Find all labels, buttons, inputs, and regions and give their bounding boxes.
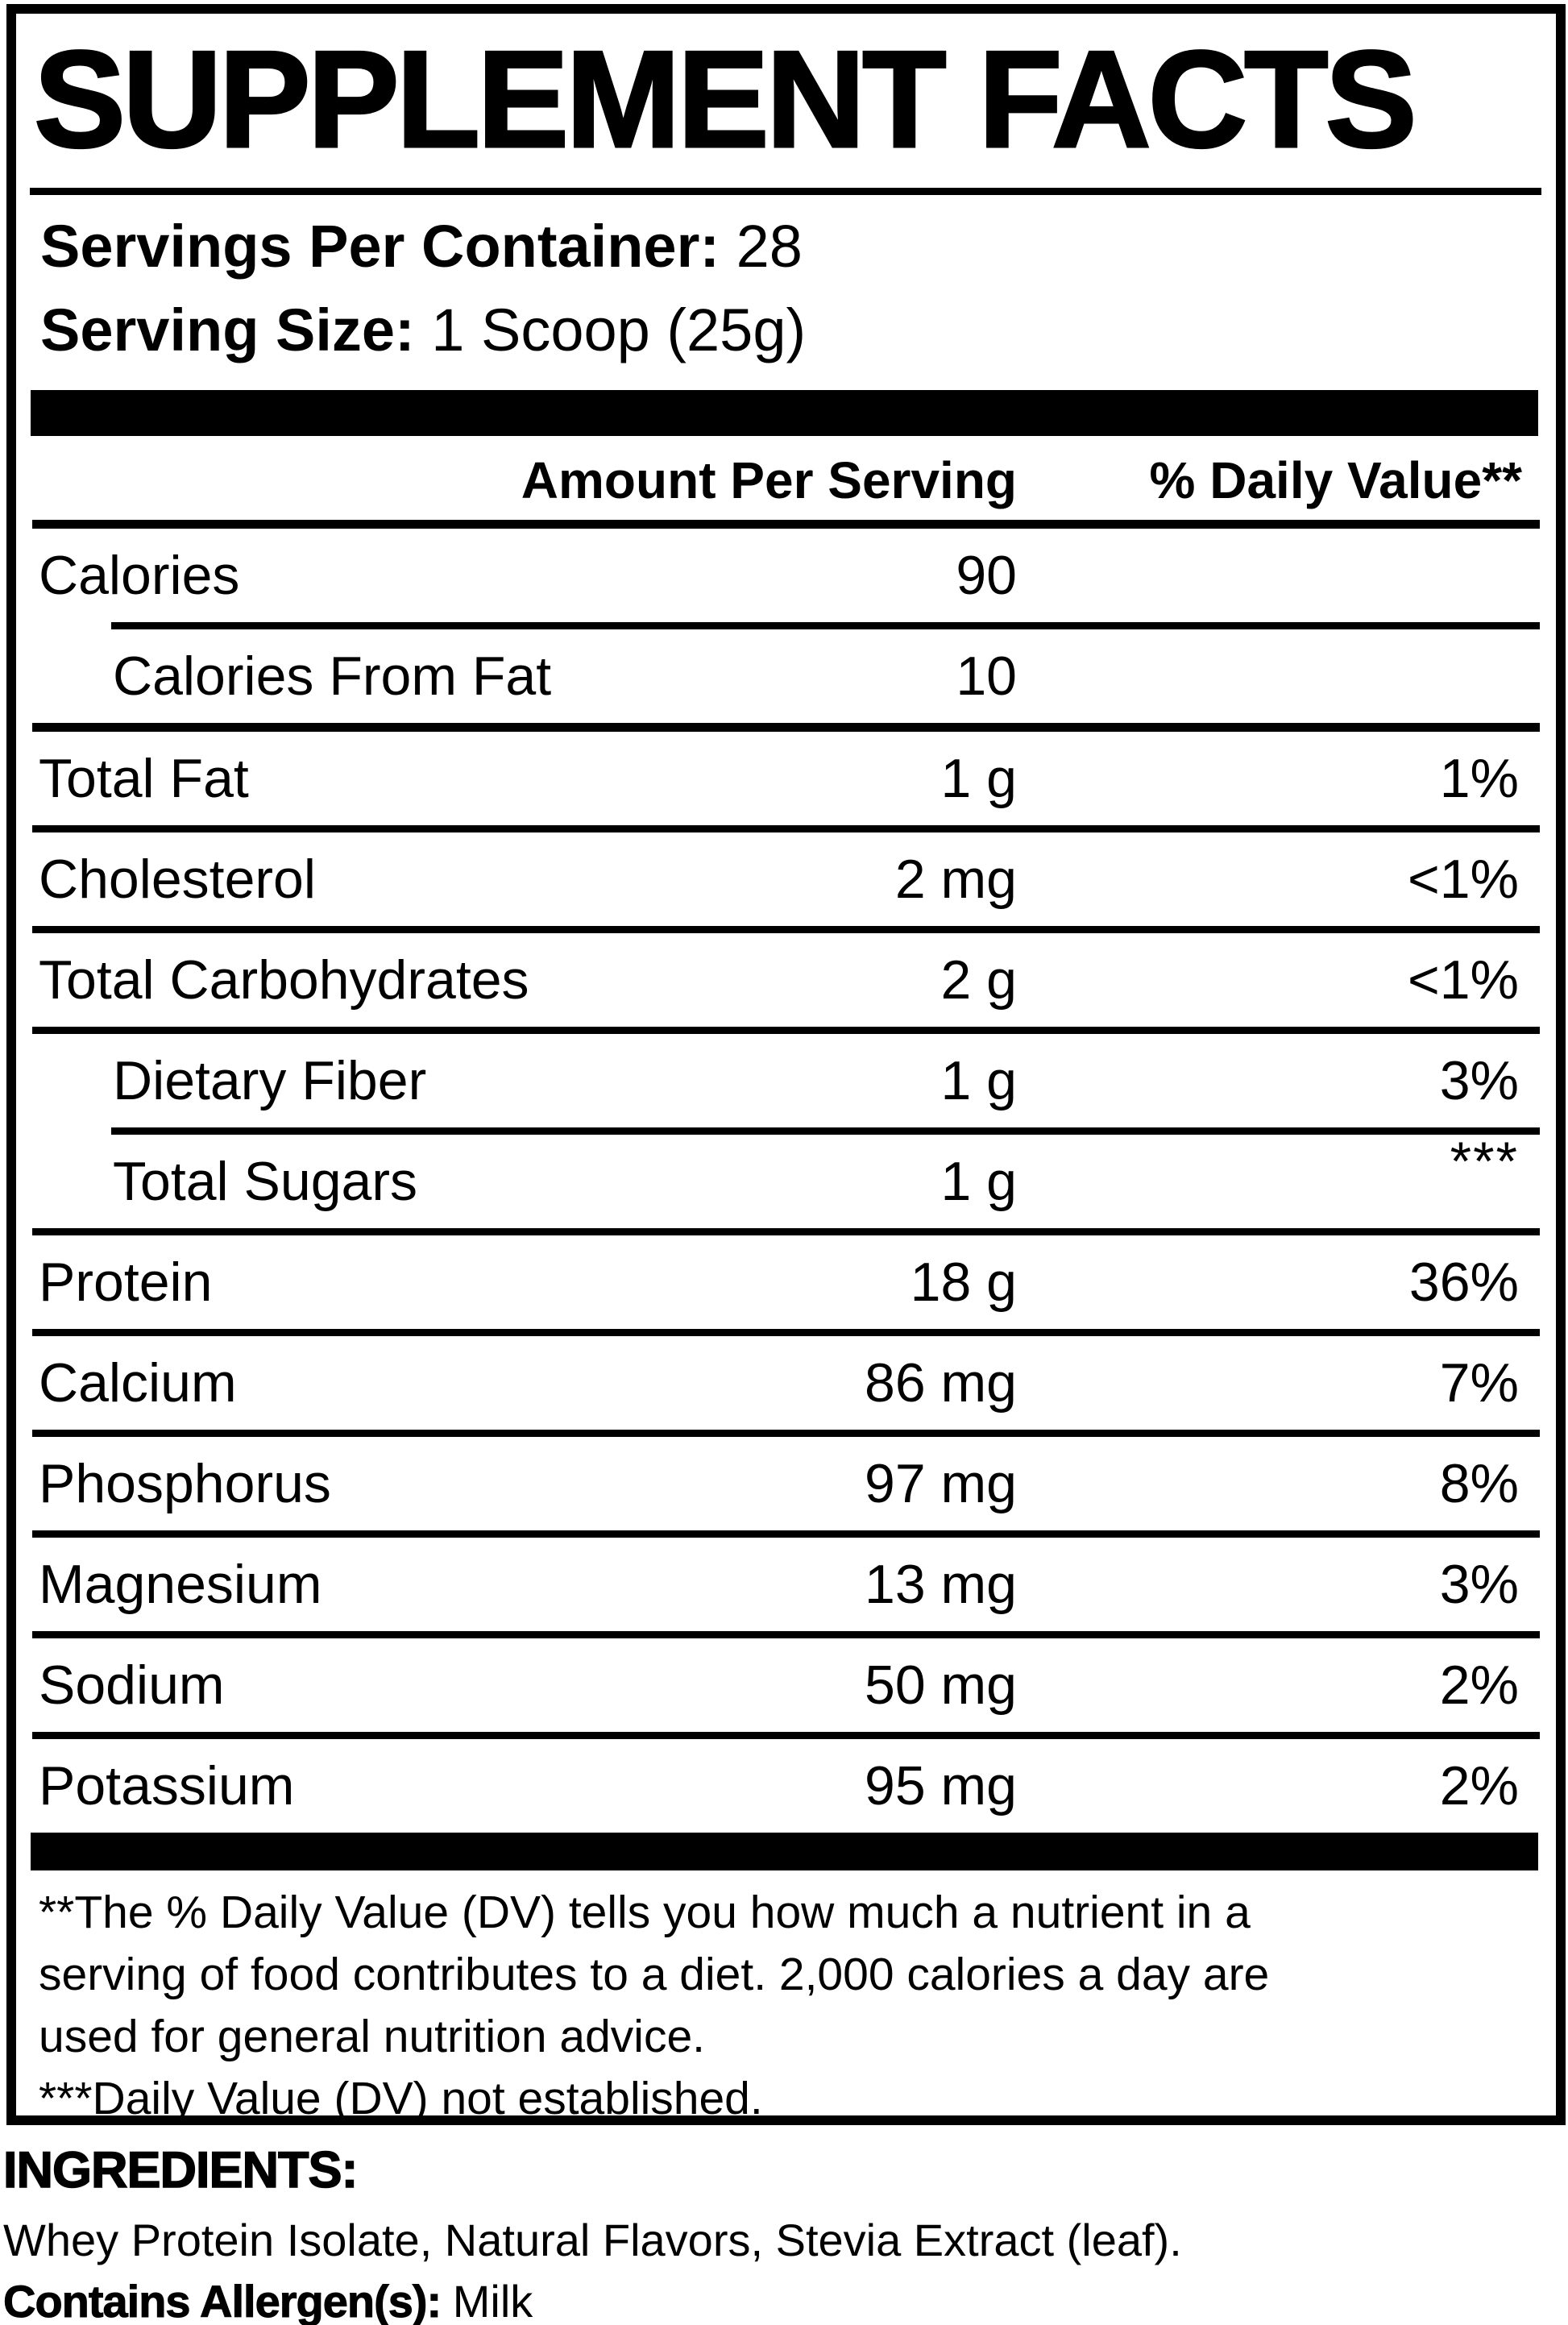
ingredients-section: INGREDIENTS: Whey Protein Isolate, Natur… bbox=[2, 2142, 1558, 2325]
nutrient-name: Calories From Fat bbox=[113, 646, 552, 707]
header-divider bbox=[32, 520, 1540, 529]
table-row-calories: Calories 90 bbox=[16, 529, 1556, 622]
servings-per-container-label: Servings Per Container: bbox=[40, 213, 736, 280]
nutrient-name: Total Sugars bbox=[113, 1151, 417, 1212]
serving-size-label: Serving Size: bbox=[40, 297, 432, 363]
nutrient-dv: *** bbox=[1450, 1131, 1519, 1193]
nutrient-amount: 1 g bbox=[940, 748, 1017, 809]
row-divider bbox=[32, 926, 1540, 933]
row-divider bbox=[32, 1228, 1540, 1235]
nutrient-name: Total Fat bbox=[39, 748, 249, 809]
nutrient-name: Potassium bbox=[39, 1755, 295, 1816]
row-divider bbox=[32, 1027, 1540, 1034]
nutrient-amount: 86 mg bbox=[865, 1352, 1017, 1414]
daily-value-column-header: % Daily Value** bbox=[1149, 451, 1522, 509]
nutrient-dv: 2% bbox=[1439, 1654, 1519, 1716]
table-row-phosphorus: Phosphorus 97 mg 8% bbox=[16, 1437, 1556, 1530]
row-divider bbox=[32, 1631, 1540, 1638]
row-divider bbox=[111, 622, 1540, 629]
table-row-calories-from-fat: Calories From Fat 10 bbox=[16, 629, 1556, 723]
row-divider bbox=[32, 1329, 1540, 1336]
nutrient-dv: 36% bbox=[1408, 1252, 1519, 1313]
servings-per-container: Servings Per Container: 28 bbox=[40, 195, 1556, 279]
row-divider bbox=[32, 723, 1540, 732]
nutrient-name: Total Carbohydrates bbox=[39, 949, 529, 1011]
amount-column-header: Amount Per Serving bbox=[521, 451, 1017, 509]
nutrient-dv: 7% bbox=[1439, 1352, 1519, 1414]
row-divider bbox=[32, 825, 1540, 832]
nutrient-amount: 90 bbox=[956, 545, 1017, 606]
nutrient-amount: 1 g bbox=[940, 1050, 1017, 1111]
nutrient-name: Calcium bbox=[39, 1352, 237, 1414]
table-row-protein: Protein 18 g 36% bbox=[16, 1235, 1556, 1329]
allergen-value: Milk bbox=[452, 2276, 533, 2325]
table-header: Amount Per Serving % Daily Value** bbox=[16, 436, 1556, 520]
nutrient-dv: 8% bbox=[1439, 1453, 1519, 1514]
nutrient-dv: 3% bbox=[1439, 1554, 1519, 1615]
table-row-magnesium: Magnesium 13 mg 3% bbox=[16, 1538, 1556, 1631]
nutrient-name: Cholesterol bbox=[39, 849, 316, 910]
servings-per-container-value: 28 bbox=[736, 213, 803, 280]
table-row-potassium: Potassium 95 mg 2% bbox=[16, 1739, 1556, 1833]
footnote-line: ***Daily Value (DV) not established. bbox=[39, 2073, 763, 2124]
nutrient-dv: 3% bbox=[1439, 1050, 1519, 1111]
row-divider bbox=[32, 1732, 1540, 1739]
table-row-total-carbohydrates: Total Carbohydrates 2 g <1% bbox=[16, 933, 1556, 1027]
nutrient-dv: 2% bbox=[1439, 1755, 1519, 1816]
footnote-line: **The % Daily Value (DV) tells you how m… bbox=[39, 1887, 1251, 1938]
table-row-sodium: Sodium 50 mg 2% bbox=[16, 1638, 1556, 1732]
serving-size: Serving Size: 1 Scoop (25g) bbox=[40, 279, 1556, 363]
nutrient-name: Magnesium bbox=[39, 1554, 322, 1615]
nutrient-dv: <1% bbox=[1408, 849, 1519, 910]
ingredients-heading: INGREDIENTS: bbox=[2, 2142, 359, 2198]
nutrient-amount: 2 g bbox=[940, 949, 1017, 1011]
nutrient-amount: 95 mg bbox=[865, 1755, 1017, 1816]
footnote-line: used for general nutrition advice. bbox=[39, 2011, 706, 2062]
nutrient-amount: 18 g bbox=[910, 1252, 1017, 1313]
nutrient-dv: <1% bbox=[1408, 949, 1519, 1011]
section-divider-bar bbox=[31, 1833, 1538, 1870]
table-row-dietary-fiber: Dietary Fiber 1 g 3% bbox=[16, 1034, 1556, 1127]
nutrient-amount: 2 mg bbox=[894, 849, 1017, 910]
row-divider bbox=[111, 1127, 1540, 1135]
nutrient-name: Protein bbox=[39, 1252, 213, 1313]
row-divider bbox=[32, 1530, 1540, 1538]
nutrient-name: Dietary Fiber bbox=[113, 1050, 427, 1111]
footnote-line: serving of food contributes to a diet. 2… bbox=[39, 1949, 1270, 2000]
nutrient-amount: 50 mg bbox=[865, 1654, 1017, 1716]
table-row-total-sugars: Total Sugars 1 g *** bbox=[16, 1131, 1556, 1228]
panel-title: SUPPLEMENT FACTS bbox=[33, 23, 1419, 176]
daily-value-footnote: **The % Daily Value (DV) tells you how m… bbox=[39, 1882, 1524, 2130]
serving-size-value: 1 Scoop (25g) bbox=[431, 297, 807, 363]
nutrient-name: Calories bbox=[39, 545, 240, 606]
table-row-calcium: Calcium 86 mg 7% bbox=[16, 1336, 1556, 1430]
nutrient-name: Sodium bbox=[39, 1654, 225, 1716]
nutrient-amount: 13 mg bbox=[865, 1554, 1017, 1615]
ingredients-list: Whey Protein Isolate, Natural Flavors, S… bbox=[3, 2215, 1182, 2265]
nutrient-name: Phosphorus bbox=[39, 1453, 331, 1514]
nutrient-amount: 97 mg bbox=[865, 1453, 1017, 1514]
allergen-statement: Contains Allergen(s): Milk bbox=[3, 2277, 1558, 2325]
table-row-total-fat: Total Fat 1 g 1% bbox=[16, 732, 1556, 825]
nutrient-amount: 10 bbox=[956, 646, 1017, 707]
allergen-label: Contains Allergen(s): bbox=[3, 2276, 453, 2325]
table-row-cholesterol: Cholesterol 2 mg <1% bbox=[16, 832, 1556, 926]
nutrient-amount: 1 g bbox=[940, 1151, 1017, 1212]
row-divider bbox=[32, 1430, 1540, 1437]
title-divider bbox=[30, 188, 1541, 195]
nutrient-dv: 1% bbox=[1439, 748, 1519, 809]
supplement-facts-panel: SUPPLEMENT FACTS Servings Per Container:… bbox=[6, 4, 1566, 2125]
section-divider-bar bbox=[31, 390, 1538, 436]
